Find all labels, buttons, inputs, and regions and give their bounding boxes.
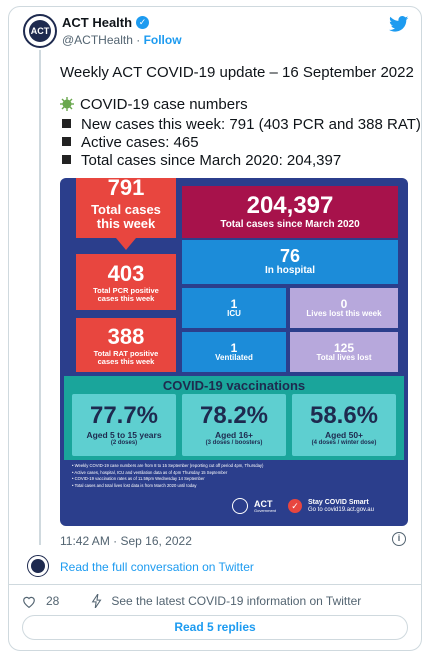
rat-value: 388 (107, 323, 145, 349)
icu-label: ICU (227, 309, 241, 319)
check-icon: ✓ (288, 499, 303, 513)
read-full-conversation-link[interactable]: Read the full conversation on Twitter (60, 560, 254, 574)
total-cases-box: 204,397 Total cases since March 2020 (182, 186, 398, 238)
ventilated-value: 1 (230, 340, 238, 355)
ventilated-label: Ventilated (215, 353, 253, 363)
vaccination-panel: COVID-19 vaccinations 77.7% Aged 5 to 15… (64, 376, 404, 460)
ventilated-box: 1 Ventilated (182, 332, 286, 372)
stay-covid-smart: Stay COVID Smart Go to covid19.act.gov.a… (308, 498, 374, 513)
bullet-item: New cases this week: 791 (403 PCR and 38… (60, 116, 421, 133)
vacc-label: Aged 16+ (214, 430, 254, 441)
tweet-timestamp[interactable]: 11:42 AM · Sep 16, 2022 (60, 534, 192, 548)
info-icon[interactable]: i (392, 532, 406, 546)
bullet-item: Active cases: 465 (60, 134, 199, 151)
bullet-text: Total cases since March 2020: 204,397 (81, 152, 342, 169)
vacc-label: Aged 5 to 15 years (86, 430, 162, 441)
read-replies-button[interactable]: Read 5 replies (22, 615, 408, 640)
bullet-item: Total cases since March 2020: 204,397 (60, 152, 341, 169)
bullet-text: New cases this week: 791 (403 PCR and 38… (81, 116, 421, 133)
tweet-section: COVID-19 case numbers (60, 96, 248, 113)
icu-box: 1 ICU (182, 288, 286, 328)
pcr-label: Total PCR positive cases this week (93, 285, 159, 303)
rat-label: Total RAT positive cases this week (93, 348, 159, 366)
lives-total-box: 125 Total lives lost (290, 332, 398, 372)
virus-icon (60, 97, 74, 111)
account-handle[interactable]: @ACTHealth (62, 33, 133, 47)
rat-box: 388 Total RAT positive cases this week (76, 318, 176, 372)
lives-total-label: Total lives lost (316, 353, 372, 363)
bullet-square-icon (62, 119, 71, 128)
account-handle-line: @ACTHealth · Follow (62, 33, 182, 47)
arrow-down-icon (116, 238, 136, 250)
heart-icon[interactable] (22, 595, 36, 608)
lives-week-value: 0 (340, 296, 348, 311)
note-line: • Weekly COVID-19 case numbers are from … (72, 463, 264, 468)
like-count[interactable]: 28 (46, 594, 60, 608)
account-name-text[interactable]: ACT Health (62, 15, 133, 30)
hospital-label: In hospital (265, 265, 315, 277)
vacc-pct: 58.6% (309, 402, 379, 430)
act-health-logo: ACT (29, 20, 51, 42)
act-crest-icon (232, 498, 248, 514)
divider (8, 584, 422, 585)
latest-info-link[interactable]: See the latest COVID-19 information on T… (111, 594, 362, 608)
cases-week-label: Total cases this week (91, 201, 161, 231)
total-cases-label: Total cases since March 2020 (220, 219, 360, 231)
tweet-headline: Weekly ACT COVID-19 update – 16 Septembe… (60, 64, 414, 81)
account-avatar[interactable]: ACT (23, 14, 57, 48)
vacc-sub: (3 doses / boosters) (205, 440, 263, 447)
cases-week-box: 791 Total cases this week (76, 178, 176, 238)
infographic-footer: ACT Government ✓ Stay COVID Smart Go to … (232, 498, 374, 514)
pcr-value: 403 (107, 260, 145, 286)
icu-value: 1 (230, 296, 238, 311)
note-line: • Total cases and total lives lost data … (72, 483, 197, 489)
vacc-50-box: 58.6% Aged 50+ (4 doses / winter dose) (292, 394, 396, 456)
note-line: • COVID-19 vaccination rates as of 11.59… (72, 476, 205, 482)
bullet-square-icon (62, 155, 71, 164)
act-health-logo (31, 559, 45, 573)
lightning-icon (92, 594, 102, 608)
act-government-logo: ACT Government (254, 498, 277, 513)
twitter-bird-icon[interactable] (389, 16, 409, 32)
infographic-notes: • Weekly COVID-19 case numbers are from … (72, 463, 302, 490)
lives-total-value: 125 (333, 340, 355, 355)
vacc-sub: (4 doses / winter dose) (311, 440, 377, 447)
vacc-sub: (2 doses) (110, 440, 138, 447)
vacc-pct: 77.7% (89, 402, 159, 430)
vacc-pct: 78.2% (199, 402, 269, 430)
bullet-square-icon (62, 137, 71, 146)
cases-week-value: 791 (107, 178, 145, 200)
section-label: COVID-19 case numbers (80, 96, 248, 113)
thread-line (39, 50, 41, 545)
handle-separator: · (136, 33, 141, 47)
vaccination-title: COVID-19 vaccinations (162, 378, 306, 393)
lives-week-label: Lives lost this week (306, 309, 382, 319)
account-name[interactable]: ACT Health ✓ (62, 15, 150, 30)
verified-badge-icon: ✓ (136, 16, 150, 29)
small-avatar[interactable] (27, 555, 49, 577)
tweet-actions: 28 See the latest COVID-19 information o… (22, 594, 361, 608)
pcr-box: 403 Total PCR positive cases this week (76, 254, 176, 310)
lives-week-box: 0 Lives lost this week (290, 288, 398, 328)
vacc-16-box: 78.2% Aged 16+ (3 doses / boosters) (182, 394, 286, 456)
follow-button[interactable]: Follow (143, 33, 182, 47)
vacc-label: Aged 50+ (324, 430, 364, 441)
hospital-value: 76 (279, 246, 301, 267)
note-line: • Active cases, hospital, ICU and ventil… (72, 469, 228, 475)
vacc-5-15-box: 77.7% Aged 5 to 15 years (2 doses) (72, 394, 176, 456)
covid-infographic[interactable]: 791 Total cases this week 204,397 Total … (60, 178, 408, 526)
total-cases-value: 204,397 (246, 192, 334, 220)
hospital-box: 76 In hospital (182, 240, 398, 284)
bullet-text: Active cases: 465 (81, 134, 199, 151)
